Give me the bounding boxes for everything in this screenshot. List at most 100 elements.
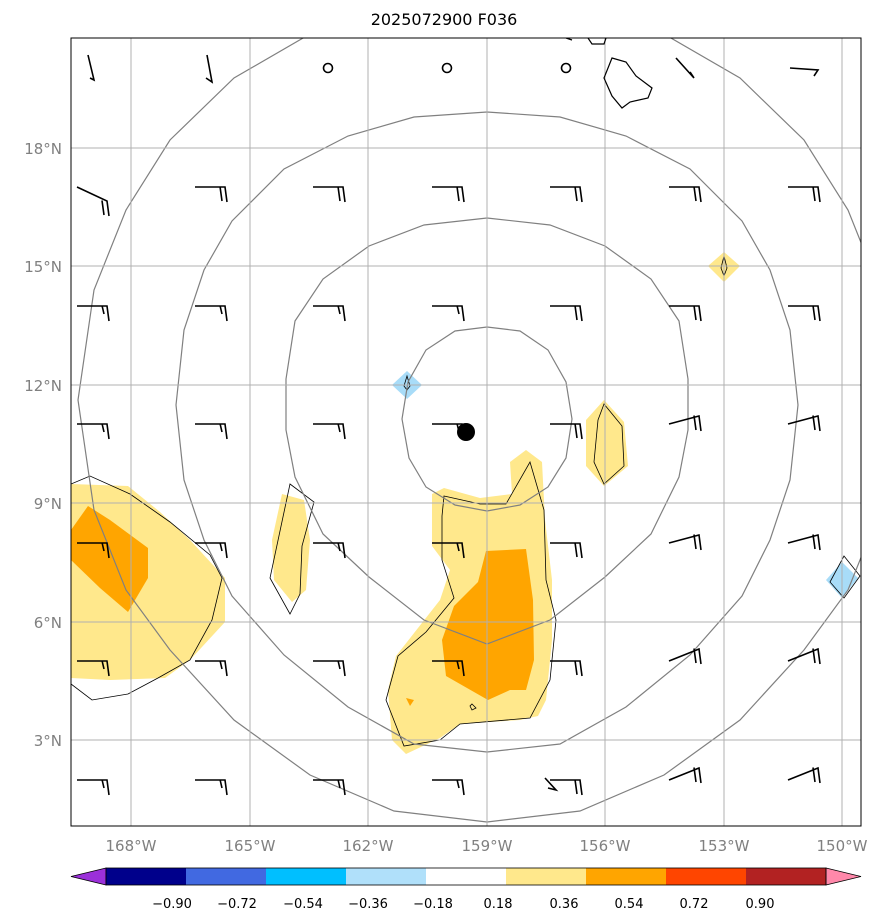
gridlines [71,38,861,826]
wind-barb-icon [668,533,702,551]
wind-barb-icon [313,186,346,203]
colorbar-tick-label: −0.90 [152,897,192,912]
lat-label: 3°N [34,732,62,750]
colorbar-tick-label: −0.54 [283,897,323,912]
wind-barb-icon [77,305,110,322]
contour-fill-orange [406,698,414,706]
plot-frame [70,37,862,827]
wind-barb-icon [787,647,821,665]
wind-barb-icon [313,305,346,322]
wind-barb-icon [669,305,702,322]
wind-barb-icon [87,54,96,82]
wind-barb-icon [195,542,228,559]
colorbar-tick-label: −0.18 [413,897,453,912]
wind-barb-icon [77,542,110,559]
calm-wind-icon [322,62,334,74]
lon-label: 165°W [225,837,276,855]
island-outline [587,38,607,45]
colorbar-tick-label: −0.72 [217,897,257,912]
map-title: 2025072900 F036 [370,10,518,29]
wind-barb-icon [77,779,110,796]
contour-fill-orange [71,506,148,612]
wind-barb-icon [668,414,702,432]
lon-label: 168°W [106,837,157,855]
colorbar-swatch [506,868,587,885]
wind-barb-icon [675,57,695,79]
contour-line [593,403,625,485]
lon-label: 153°W [699,837,750,855]
wind-barb-icon [195,423,228,440]
wind-barb-icon [787,533,821,551]
contour-fill-light [586,400,628,486]
lat-label: 6°N [34,614,62,632]
wind-barb-icon [432,542,465,559]
colorbar-tick-labels: −0.90 −0.72 −0.54 −0.36 −0.18 0.18 0.36 … [152,897,774,912]
colorbar-swatch [346,868,427,885]
wind-barb-icon [77,423,110,440]
wind-barb-icon [313,660,346,677]
colorbar-swatch [426,868,507,885]
wind-barb-icon [76,186,110,217]
wind-barb-icon [788,186,821,203]
colorbar-swatch [106,868,187,885]
wind-barb-icon [313,423,346,440]
colorbar-frame [105,867,827,886]
colorbar-swatch [746,868,827,885]
colorbar-swatch [186,868,267,885]
contour-lines [71,255,861,747]
longitude-labels: 168°W 165°W 162°W 159°W 156°W 153°W 150°… [106,837,868,855]
wind-barb-icon [789,67,820,77]
colorbar-swatch [666,868,747,885]
wind-barb-icon [432,660,465,677]
colorbar-extend-high [825,867,862,886]
calm-wind-icon [560,62,572,74]
wind-barb-icon [550,423,583,440]
wind-barb-icon [313,542,346,559]
lon-label: 150°W [817,837,868,855]
lon-label: 156°W [580,837,631,855]
wind-barb-icon [550,186,583,203]
island-outline [603,57,653,109]
wind-barb-icon [432,305,465,322]
lat-label: 12°N [24,377,62,395]
wind-barb-icon [788,305,821,322]
wind-barb-icon [550,305,583,322]
colorbar-tick-label: −0.36 [348,897,388,912]
colorbar-tick-label: 0.18 [484,897,513,912]
lon-label: 159°W [462,837,513,855]
wind-barb-icon [313,779,346,796]
contour-line [385,460,557,747]
wind-barb-icon [668,647,702,665]
lat-label: 15°N [24,258,62,276]
wind-barb-icon [787,766,821,784]
wind-barb-icon [432,779,465,796]
colorbar-extend-low [70,867,107,886]
contour-line [269,483,315,615]
wind-barb-icon [195,779,228,796]
lon-label: 162°W [343,837,394,855]
wind-barb-icon [544,777,559,792]
colorbar-swatch [266,868,347,885]
coastline [565,38,653,109]
colorbar-tick-label: 0.72 [680,897,709,912]
colorbar [70,867,862,886]
calm-wind-icon [441,62,453,74]
contour-line [469,703,477,711]
wind-barb-icon [668,766,702,784]
colorbar-swatch [586,868,667,885]
colorbar-tick-label: 0.54 [615,897,644,912]
wind-barb-icon [195,305,228,322]
wind-barb-icon [432,186,465,203]
contour-fill-orange [442,549,534,700]
wind-barb-icon [77,660,110,677]
wind-barb-icon [195,660,228,677]
wind-barb-icon [669,186,702,203]
colorbar-tick-label: 0.90 [746,897,775,912]
wind-barb-icon [205,54,214,84]
storm-center-icon [457,423,475,441]
contour-line [71,475,223,701]
latitude-labels: 18°N 15°N 12°N 9°N 6°N 3°N [24,140,62,750]
wind-barb-icon [195,186,228,203]
lat-label: 9°N [34,495,62,513]
